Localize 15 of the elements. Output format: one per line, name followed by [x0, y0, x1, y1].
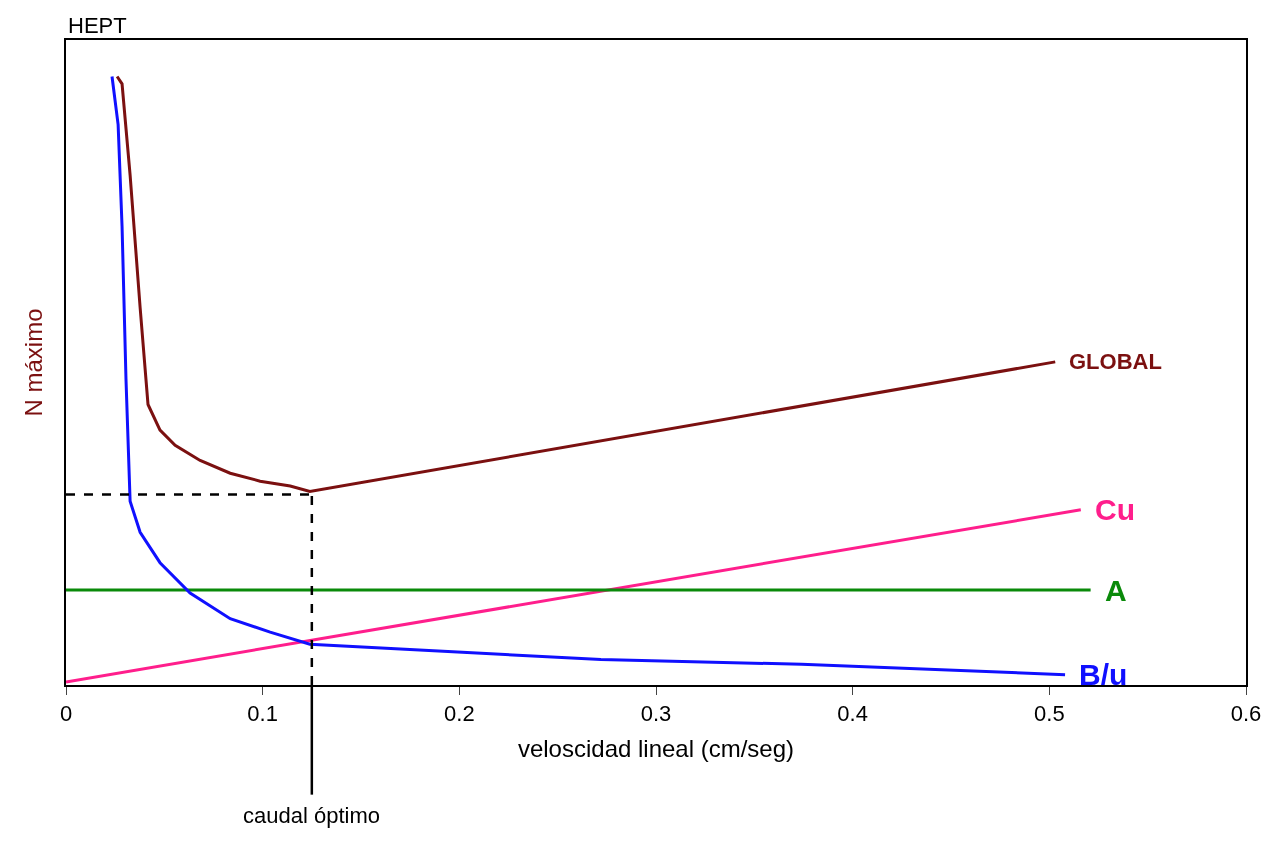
- text: HEPT: [68, 13, 127, 38]
- x-tick-label: 0.3: [640, 701, 672, 727]
- series-label: A: [1105, 574, 1127, 607]
- y-axis-title: N máximo: [19, 308, 47, 417]
- x-tick-label: 0: [59, 701, 73, 727]
- x-tick-label: 0.4: [837, 701, 868, 727]
- series-label: B/u: [1079, 658, 1128, 691]
- x-tick-label: 0.6: [1230, 701, 1262, 727]
- x-tick-label: 0.2: [444, 701, 475, 727]
- x-tick-label: 0.1: [247, 701, 278, 727]
- ref-line-label: caudal óptimo: [243, 803, 380, 828]
- x-tick-label: 0.5: [1034, 701, 1065, 727]
- series-label: Cu: [1095, 493, 1135, 526]
- series-label: GLOBAL: [1069, 349, 1162, 374]
- x-axis-title: veloscidad lineal (cm/seg): [517, 735, 795, 763]
